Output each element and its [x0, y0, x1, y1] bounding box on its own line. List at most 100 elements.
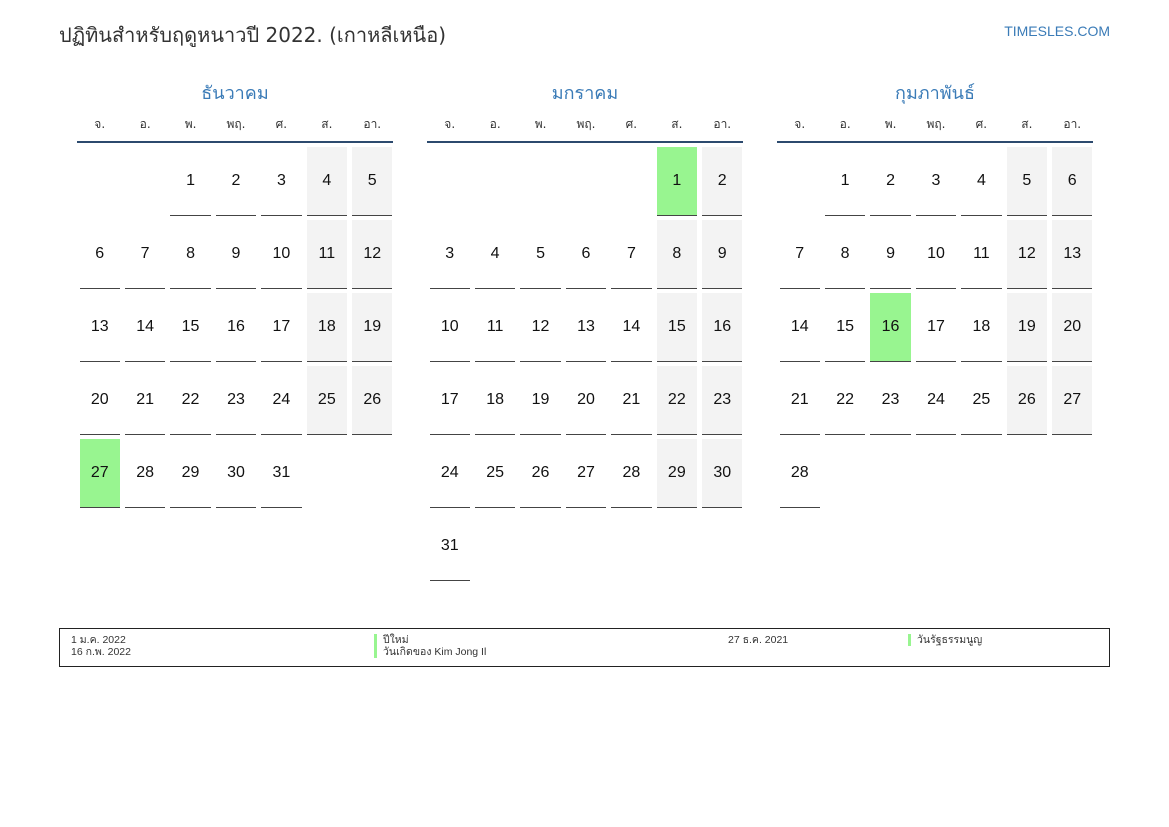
empty-cell [611, 512, 651, 580]
day-cell[interactable]: 7 [124, 220, 166, 289]
day-cell[interactable]: 28 [611, 439, 652, 508]
day-cell[interactable]: 22 [824, 366, 866, 435]
day-cell[interactable]: 8 [170, 220, 211, 289]
day-cell[interactable]: 9 [702, 220, 743, 289]
day-cell[interactable]: 5 [520, 220, 561, 289]
weekday-label: ศ. [625, 117, 638, 131]
day-cell[interactable]: 6 [1052, 147, 1093, 216]
day-cell[interactable]: 1 [170, 147, 211, 216]
empty-cell [1007, 439, 1047, 507]
day-cell[interactable]: 17 [915, 293, 957, 362]
day-cell[interactable]: 18 [306, 293, 348, 362]
day-cell[interactable]: 11 [961, 220, 1002, 289]
day-cell[interactable]: 9 [870, 220, 911, 289]
day-cell[interactable]: 4 [306, 147, 348, 216]
day-cell[interactable]: 24 [429, 439, 470, 508]
day-cell[interactable]: 1 [824, 147, 866, 216]
day-cell[interactable]: 8 [656, 220, 698, 289]
day-cell[interactable]: 19 [520, 366, 561, 435]
day-cell[interactable]: 13 [565, 293, 607, 362]
day-cell[interactable]: 2 [870, 147, 911, 216]
day-cell[interactable]: 8 [824, 220, 866, 289]
day-cell[interactable]: 25 [474, 439, 516, 508]
day-cell[interactable]: 16 [215, 293, 257, 362]
day-cell[interactable]: 26 [352, 366, 393, 435]
day-cell[interactable]: 26 [1006, 366, 1048, 435]
day-cell[interactable]: 27 [565, 439, 607, 508]
day-cell[interactable]: 7 [611, 220, 652, 289]
day-cell[interactable]: 30 [702, 439, 743, 508]
day-cell[interactable]: 10 [915, 220, 957, 289]
day-cell[interactable]: 14 [124, 293, 166, 362]
day-cell[interactable]: 11 [474, 293, 516, 362]
day-cell[interactable]: 13 [79, 293, 120, 362]
day-cell[interactable]: 20 [565, 366, 607, 435]
day-cell[interactable]: 29 [656, 439, 698, 508]
holiday-day-cell[interactable]: 27 [79, 439, 120, 508]
day-cell[interactable]: 25 [961, 366, 1002, 435]
day-cell[interactable]: 3 [261, 147, 302, 216]
day-cell[interactable]: 29 [170, 439, 211, 508]
day-cell[interactable]: 15 [170, 293, 211, 362]
day-cell[interactable]: 18 [474, 366, 516, 435]
legend-date: 1 ม.ค. 2022 [71, 634, 126, 646]
day-cell[interactable]: 23 [215, 366, 257, 435]
day-cell[interactable]: 22 [656, 366, 698, 435]
day-cell[interactable]: 17 [429, 366, 470, 435]
day-cell[interactable]: 20 [1052, 293, 1093, 362]
day-cell[interactable]: 17 [261, 293, 302, 362]
day-cell[interactable]: 13 [1052, 220, 1093, 289]
day-cell[interactable]: 6 [79, 220, 120, 289]
day-cell[interactable]: 15 [824, 293, 866, 362]
day-cell[interactable]: 5 [352, 147, 393, 216]
day-cell[interactable]: 16 [702, 293, 743, 362]
site-link[interactable]: TIMESLES.COM [1004, 23, 1110, 39]
day-cell[interactable]: 21 [779, 366, 820, 435]
day-cell[interactable]: 14 [779, 293, 820, 362]
week-row: 20 21 22 23 24 25 26 [77, 366, 393, 439]
day-cell[interactable]: 4 [961, 147, 1002, 216]
day-cell[interactable]: 20 [79, 366, 120, 435]
day-cell[interactable]: 4 [474, 220, 516, 289]
empty-cell [1052, 439, 1092, 507]
day-cell[interactable]: 9 [215, 220, 257, 289]
empty-cell [657, 512, 697, 580]
day-cell[interactable]: 18 [961, 293, 1002, 362]
day-cell[interactable]: 23 [702, 366, 743, 435]
day-cell[interactable]: 24 [261, 366, 302, 435]
week-row: 31 [427, 512, 743, 585]
day-cell[interactable]: 11 [306, 220, 348, 289]
day-cell[interactable]: 3 [429, 220, 470, 289]
day-cell[interactable]: 7 [779, 220, 820, 289]
day-cell[interactable]: 21 [611, 366, 652, 435]
day-cell[interactable]: 2 [215, 147, 257, 216]
holiday-day-cell[interactable]: 1 [656, 147, 698, 216]
day-cell[interactable]: 28 [779, 439, 820, 508]
day-cell[interactable]: 15 [656, 293, 698, 362]
day-cell[interactable]: 12 [520, 293, 561, 362]
day-cell[interactable]: 12 [1006, 220, 1048, 289]
day-cell[interactable]: 19 [352, 293, 393, 362]
day-cell[interactable]: 27 [1052, 366, 1093, 435]
day-cell[interactable]: 14 [611, 293, 652, 362]
day-cell[interactable]: 19 [1006, 293, 1048, 362]
holiday-day-cell[interactable]: 16 [870, 293, 911, 362]
day-cell[interactable]: 28 [124, 439, 166, 508]
empty-cell [780, 147, 820, 215]
day-cell[interactable]: 30 [215, 439, 257, 508]
day-cell[interactable]: 23 [870, 366, 911, 435]
day-cell[interactable]: 2 [702, 147, 743, 216]
day-cell[interactable]: 6 [565, 220, 607, 289]
day-cell[interactable]: 26 [520, 439, 561, 508]
day-cell[interactable]: 25 [306, 366, 348, 435]
day-cell[interactable]: 31 [261, 439, 302, 508]
day-cell[interactable]: 10 [429, 293, 470, 362]
day-cell[interactable]: 3 [915, 147, 957, 216]
day-cell[interactable]: 10 [261, 220, 302, 289]
day-cell[interactable]: 22 [170, 366, 211, 435]
day-cell[interactable]: 24 [915, 366, 957, 435]
day-cell[interactable]: 31 [429, 512, 470, 581]
day-cell[interactable]: 21 [124, 366, 166, 435]
day-cell[interactable]: 5 [1006, 147, 1048, 216]
day-cell[interactable]: 12 [352, 220, 393, 289]
